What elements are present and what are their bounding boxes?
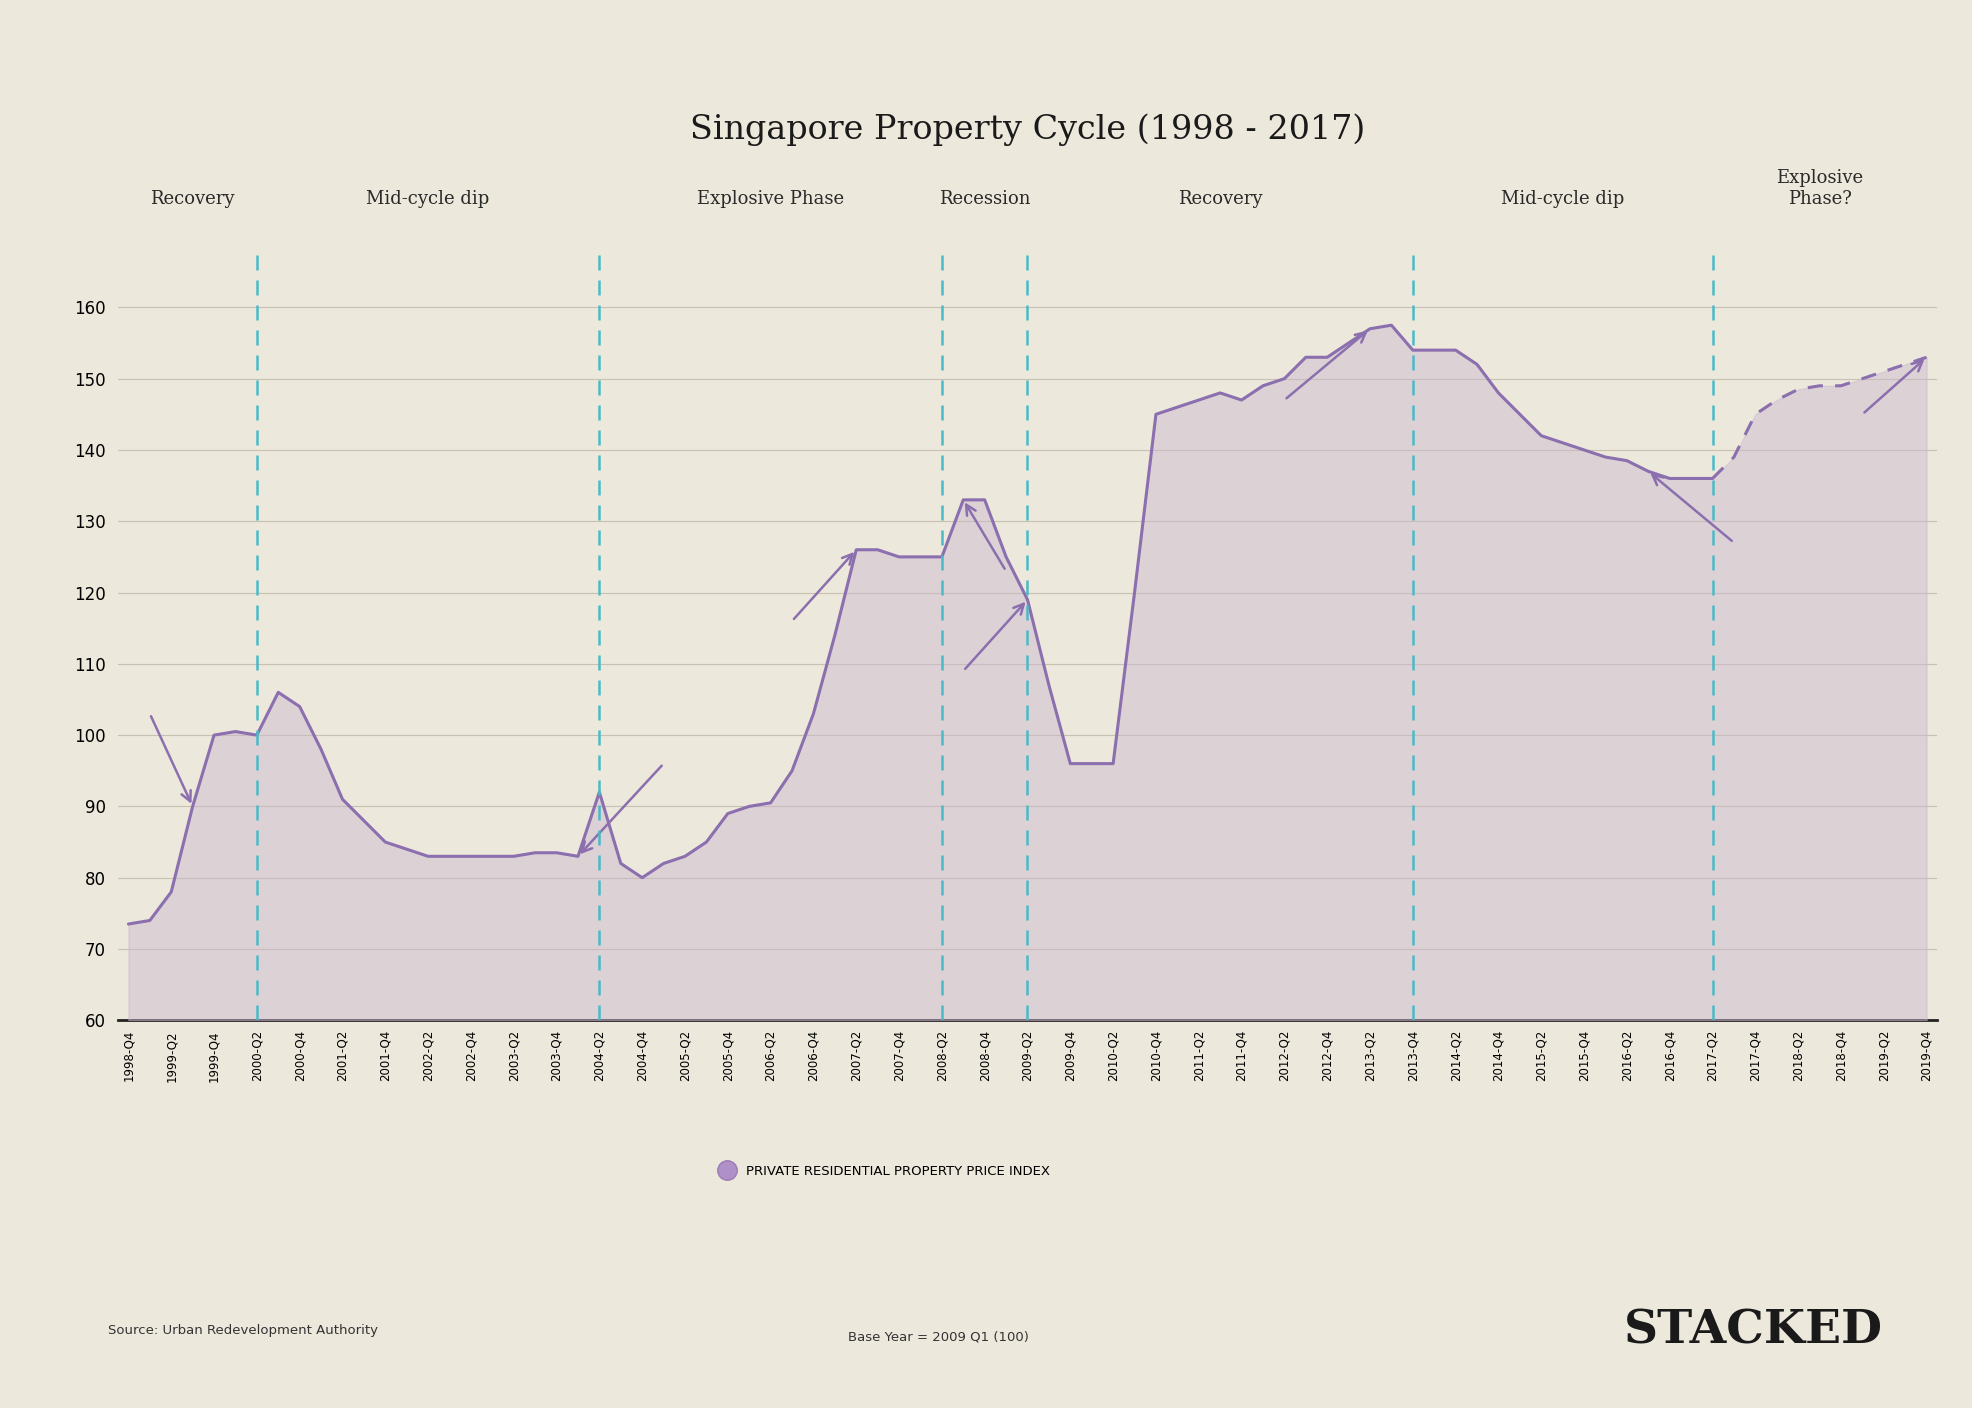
Text: Recovery: Recovery (1177, 190, 1262, 208)
Text: Base Year = 2009 Q1 (100): Base Year = 2009 Q1 (100) (848, 1331, 1029, 1343)
Text: Recovery: Recovery (150, 190, 235, 208)
Title: Singapore Property Cycle (1998 - 2017): Singapore Property Cycle (1998 - 2017) (690, 114, 1365, 146)
Text: Mid-cycle dip: Mid-cycle dip (1501, 190, 1625, 208)
Legend: PRIVATE RESIDENTIAL PROPERTY PRICE INDEX: PRIVATE RESIDENTIAL PROPERTY PRICE INDEX (708, 1160, 1055, 1183)
Text: Explosive Phase: Explosive Phase (696, 190, 844, 208)
Text: Recession: Recession (939, 190, 1031, 208)
Text: STACKED: STACKED (1625, 1308, 1883, 1353)
Text: Source: Urban Redevelopment Authority: Source: Urban Redevelopment Authority (108, 1324, 379, 1338)
Text: Explosive
Phase?: Explosive Phase? (1777, 169, 1864, 208)
Text: Mid-cycle dip: Mid-cycle dip (367, 190, 489, 208)
